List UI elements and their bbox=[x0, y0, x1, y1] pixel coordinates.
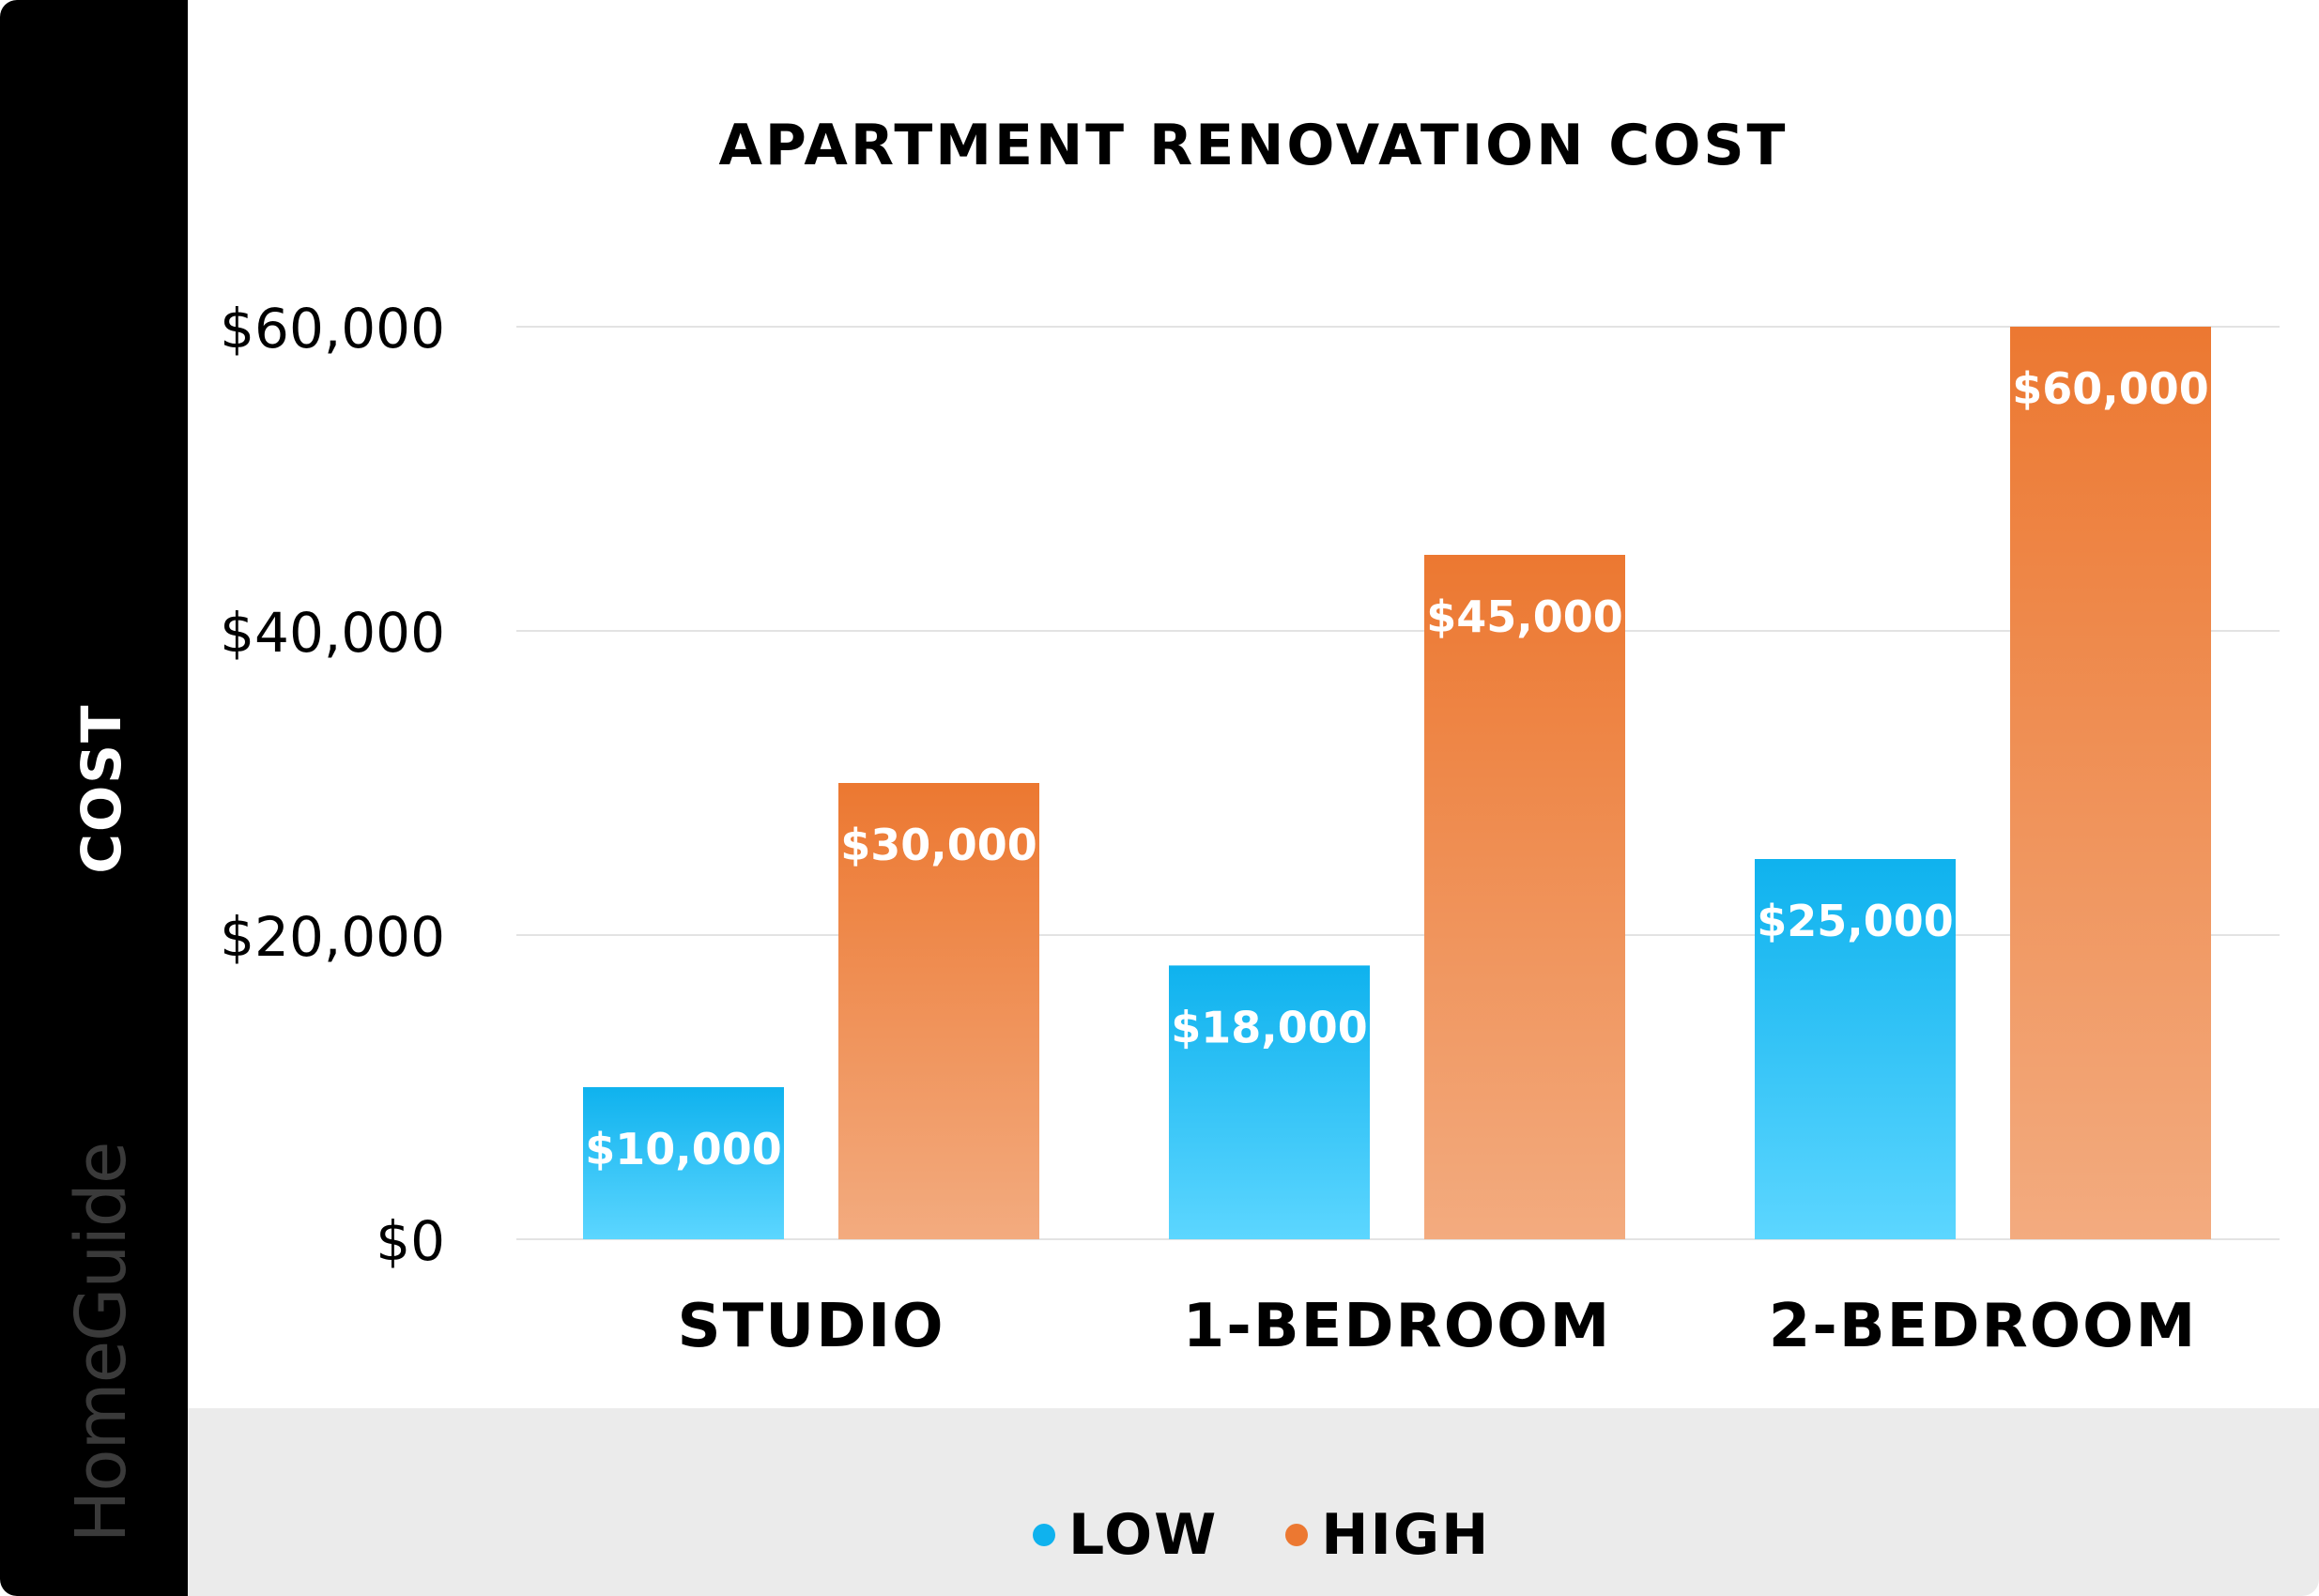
bar-chart: $0$20,000$40,000$60,000 $10,000$30,000$1… bbox=[220, 297, 2280, 1361]
bar-high bbox=[838, 783, 1039, 1239]
chart-title: APARTMENT RENOVATION COST bbox=[718, 113, 1789, 178]
bar-low bbox=[1755, 859, 1956, 1239]
legend-item-high: HIGH bbox=[1285, 1502, 1490, 1568]
data-label-high: $60,000 bbox=[2012, 363, 2209, 414]
bar-high bbox=[2010, 327, 2211, 1239]
y-tick-label: $60,000 bbox=[220, 297, 445, 361]
data-label-low: $18,000 bbox=[1171, 1002, 1368, 1052]
legend-band bbox=[188, 1408, 2319, 1596]
legend-dot-high bbox=[1285, 1524, 1309, 1546]
data-label-high: $45,000 bbox=[1426, 591, 1623, 642]
x-axis-ticks: STUDIO 1-BEDROOM 2-BEDROOM bbox=[677, 1292, 2198, 1361]
x-tick-label: 2-BEDROOM bbox=[1769, 1292, 2198, 1361]
y-tick-label: $40,000 bbox=[220, 601, 445, 665]
legend-dot-low bbox=[1033, 1524, 1055, 1546]
legend-item-low: LOW bbox=[1033, 1502, 1218, 1568]
data-labels: $10,000 $30,000 $18,000 $45,000 $25,000 $60,0… bbox=[585, 363, 2209, 1174]
x-tick-label: STUDIO bbox=[677, 1292, 944, 1361]
legend: LOW HIGH bbox=[1033, 1502, 1558, 1568]
y-tick-label: $20,000 bbox=[220, 905, 445, 969]
legend-label-low: LOW bbox=[1068, 1502, 1219, 1568]
bar-high bbox=[1424, 555, 1625, 1239]
side-band: COST HomeGuide bbox=[0, 0, 188, 1596]
x-tick-label: 1-BEDROOM bbox=[1183, 1292, 1612, 1361]
bar-low bbox=[1169, 965, 1370, 1239]
bars bbox=[583, 327, 2211, 1239]
data-label-low: $10,000 bbox=[585, 1124, 782, 1174]
data-label-high: $30,000 bbox=[840, 820, 1037, 870]
data-label-low: $25,000 bbox=[1757, 896, 1954, 946]
y-axis-ticks: $0 $20,000 $40,000 $60,000 bbox=[220, 297, 445, 1273]
bar-low bbox=[583, 1087, 784, 1239]
legend-label-high: HIGH bbox=[1321, 1502, 1491, 1568]
gridlines bbox=[516, 326, 2280, 1240]
y-tick-label: $0 bbox=[376, 1209, 445, 1273]
